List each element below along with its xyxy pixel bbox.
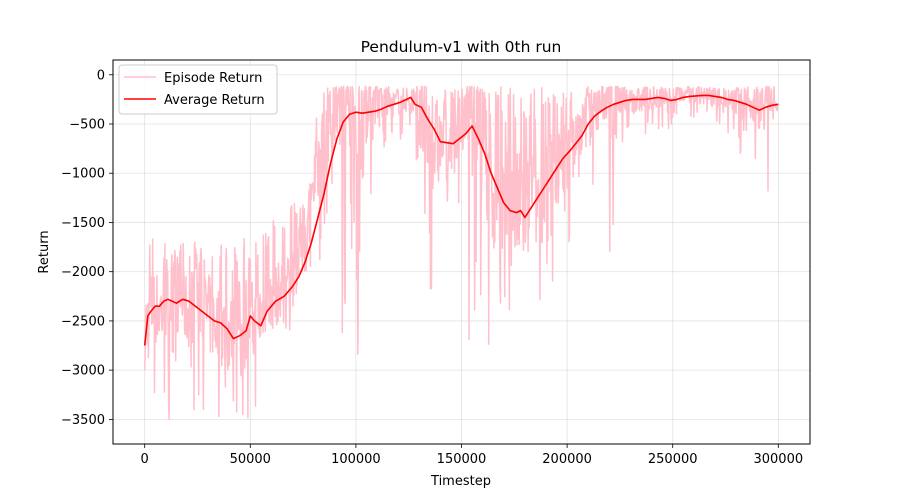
plot-area — [143, 85, 779, 421]
y-tick-label: −500 — [69, 118, 105, 133]
x-tick-label: 0 — [141, 452, 149, 467]
legend-label-average-return: Average Return — [164, 93, 265, 108]
x-tick-label: 50000 — [230, 452, 271, 467]
y-tick-label: 0 — [97, 68, 105, 83]
x-tick-label: 250000 — [648, 452, 698, 467]
y-tick-label: −2500 — [61, 314, 105, 329]
x-tick-label: 100000 — [331, 452, 381, 467]
legend-label-episode-return: Episode Return — [164, 71, 262, 86]
y-axis-title: Return — [37, 230, 52, 273]
x-tick-label: 300000 — [753, 452, 803, 467]
y-tick-label: −1500 — [61, 216, 105, 231]
y-tick-label: −2000 — [61, 265, 105, 280]
legend: Episode Return Average Return — [118, 64, 278, 115]
y-tick-label: −3000 — [61, 364, 105, 379]
chart-title: Pendulum-v1 with 0th run — [361, 38, 562, 56]
x-tick-label: 200000 — [542, 452, 592, 467]
y-tick-label: −3500 — [61, 413, 105, 428]
series-average-return-line — [143, 94, 779, 346]
y-tick-label: −1000 — [61, 167, 105, 182]
legend-box — [118, 64, 278, 115]
ticks: 0 50000 100000 150000 200000 250000 300000 0 −50… — [61, 68, 803, 467]
x-tick-label: 150000 — [437, 452, 487, 467]
x-axis-title: Timestep — [430, 474, 491, 489]
